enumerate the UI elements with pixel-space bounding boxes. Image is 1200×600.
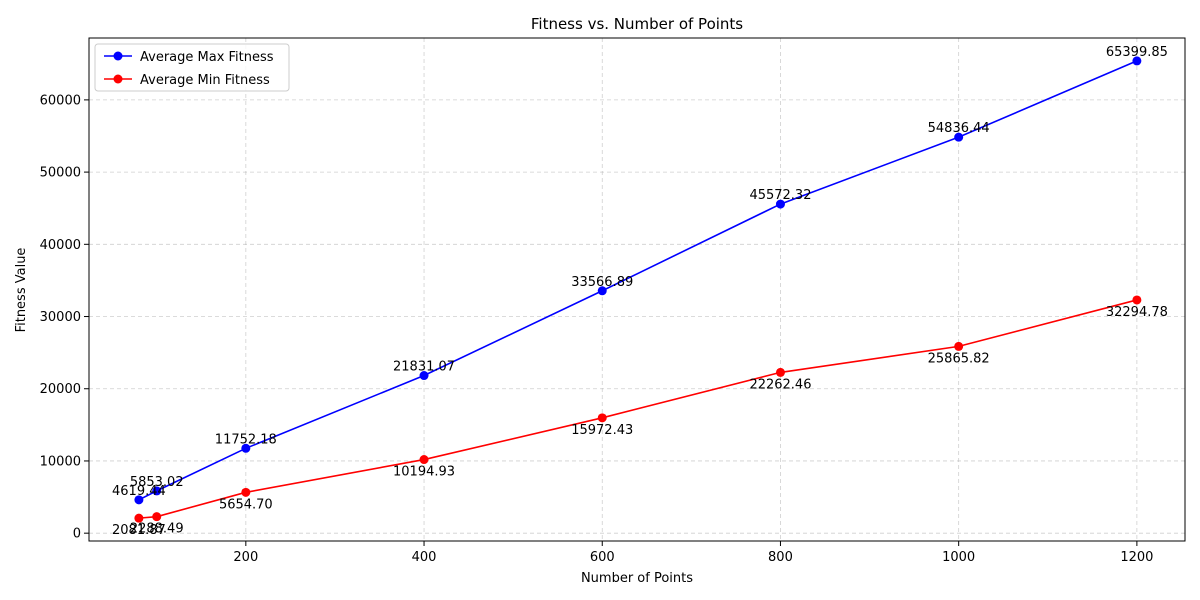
data-point [152,512,162,522]
data-label: 54836.44 [928,121,990,136]
y-tick-label: 0 [73,527,81,542]
y-tick-label: 60000 [40,93,81,108]
legend-box [94,43,290,92]
data-label: 32294.78 [1106,305,1168,320]
x-tick-label: 200 [233,550,258,565]
data-point [241,487,251,497]
ticks: 200 400 600 800 1000 1200 0 10000 20000 30000 4000… [40,93,1154,565]
data-point [597,413,607,423]
data-label: 2081.87 [112,523,166,538]
data-label: 65399.85 [1106,45,1168,60]
series-layer [134,56,1142,523]
legend-marker [113,74,123,84]
data-point [775,367,785,377]
data-label: 5853.02 [130,475,184,490]
data-point [152,486,162,496]
series-line-2 [138,299,1138,519]
y-axis-label: Fitness Value [14,248,29,333]
data-label: 2288.49 [130,522,184,537]
chart-title: Fitness vs. Number of Points [531,15,743,33]
legend-marker [113,51,123,61]
data-point [134,513,144,523]
data-label: 33566.89 [571,275,633,290]
y-tick-label: 30000 [40,310,81,325]
plot-area [89,38,1185,541]
data-point [419,371,429,381]
legend-entry: Average Max Fitness [140,50,274,65]
x-tick-label: 1200 [1120,550,1153,565]
data-label: 22262.46 [749,377,811,392]
y-tick-label: 50000 [40,166,81,181]
data-label: 15972.43 [571,423,633,438]
series-line-1 [138,60,1138,501]
data-label: 10194.93 [393,465,455,480]
y-tick-label: 20000 [40,382,81,397]
x-tick-label: 800 [768,550,793,565]
data-point [775,199,785,209]
x-tick-label: 400 [412,550,437,565]
data-label: 5654.70 [219,497,273,512]
data-point [1132,295,1142,305]
data-label: 4619.44 [112,484,166,499]
grid [89,38,1185,541]
data-label: 45572.32 [749,188,811,203]
data-point [1132,56,1142,66]
data-point [241,443,251,453]
y-tick-label: 10000 [40,454,81,469]
data-label: 21831.07 [393,360,455,375]
data-point [954,341,964,351]
data-point [954,132,964,142]
data-point [597,286,607,296]
data-label: 25865.82 [928,351,990,366]
x-tick-label: 1000 [942,550,975,565]
y-tick-label: 40000 [40,238,81,253]
data-point [419,455,429,465]
legend: Average Max Fitness Average Min Fitness [94,43,290,92]
x-tick-label: 600 [590,550,615,565]
plot-frame [88,37,1186,542]
data-point [134,495,144,505]
x-axis-label: Number of Points [581,571,693,586]
data-label: 11752.18 [215,432,277,447]
legend-entry: Average Min Fitness [140,73,270,88]
